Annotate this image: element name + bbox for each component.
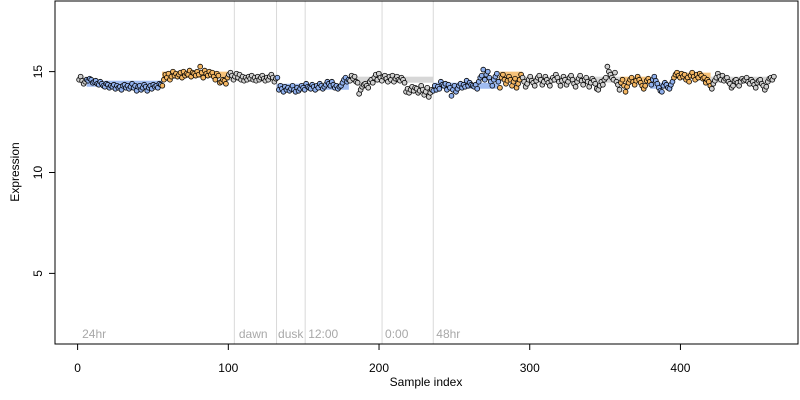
- x-tick-label: 200: [369, 361, 389, 375]
- sample-point: [424, 84, 431, 91]
- sample-point: [763, 83, 770, 90]
- sample-point: [200, 74, 207, 81]
- y-tick-label: 5: [31, 270, 45, 277]
- sample-point: [474, 85, 481, 92]
- sample-point: [354, 79, 361, 86]
- sample-point: [603, 74, 609, 81]
- phase-label: 12:00: [308, 327, 338, 341]
- sample-point: [159, 82, 166, 89]
- y-tick-label: 10: [31, 166, 45, 180]
- x-axis: 0 100 200 300 400: [74, 343, 691, 375]
- sample-point: [365, 84, 372, 91]
- sample-point: [497, 84, 503, 91]
- sample-point: [659, 88, 665, 95]
- sample-point: [612, 69, 618, 76]
- sample-point: [351, 73, 358, 80]
- sample-point: [686, 78, 692, 85]
- sample-point: [531, 82, 538, 89]
- x-tick-label: 0: [74, 361, 81, 375]
- sample-point: [619, 76, 626, 83]
- sample-point: [600, 81, 606, 88]
- sample-point: [489, 82, 496, 89]
- phase-label: dawn: [239, 327, 268, 341]
- sample-point: [616, 86, 623, 93]
- y-axis-label: Expression: [8, 142, 22, 201]
- sample-point: [223, 80, 229, 87]
- phase-label: 24hr: [82, 327, 106, 341]
- phase-label: 0:00: [385, 327, 409, 341]
- plot-frame: [54, 0, 799, 345]
- sample-point: [436, 85, 443, 92]
- sample-point: [215, 72, 222, 79]
- x-tick-label: 100: [218, 361, 238, 375]
- x-axis-label: Sample index: [390, 375, 463, 389]
- sample-point: [480, 66, 487, 73]
- sample-point: [485, 68, 491, 75]
- sample-point: [752, 84, 759, 91]
- sample-point: [448, 93, 455, 99]
- sample-point: [604, 63, 611, 70]
- phase-label: 48hr: [436, 327, 460, 341]
- sample-point: [495, 78, 502, 85]
- y-tick-label: 15: [31, 65, 45, 79]
- sample-point: [547, 82, 553, 89]
- sample-point: [212, 76, 219, 83]
- sample-point: [401, 79, 408, 86]
- sample-point: [577, 72, 583, 79]
- sample-point: [274, 74, 281, 81]
- x-tick-label: 400: [670, 361, 690, 375]
- sample-point: [642, 82, 649, 89]
- sample-point: [494, 70, 500, 77]
- sample-point: [481, 76, 488, 83]
- x-tick-label: 300: [520, 361, 540, 375]
- sample-point: [512, 75, 518, 82]
- sample-point: [500, 71, 506, 78]
- sample-points: [76, 63, 777, 100]
- sample-point: [197, 63, 204, 70]
- sample-point: [730, 82, 736, 89]
- sample-point: [557, 82, 564, 89]
- phase-boundaries: 24hr dawn dusk 12:00 0:00 48hr: [82, 1, 460, 344]
- sample-point: [622, 88, 629, 95]
- y-axis: 5 10 15: [31, 65, 56, 277]
- sample-point: [771, 73, 777, 80]
- sample-point: [648, 81, 655, 88]
- sample-point: [369, 79, 376, 86]
- sample-point: [709, 85, 715, 92]
- sample-point: [572, 83, 579, 90]
- phase-label: dusk: [278, 327, 304, 341]
- sample-point: [580, 81, 586, 88]
- sample-point: [592, 80, 599, 87]
